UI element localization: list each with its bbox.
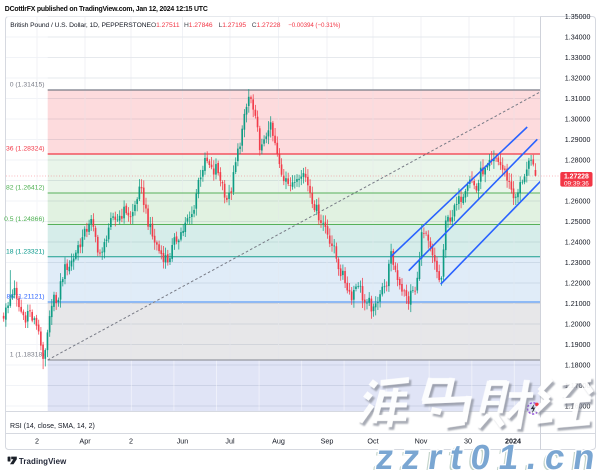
- svg-text:1.23000: 1.23000: [565, 259, 591, 267]
- svg-text:2024: 2024: [505, 437, 521, 446]
- svg-text:1.25000: 1.25000: [565, 218, 591, 226]
- svg-text:86 (1.21121): 86 (1.21121): [6, 294, 44, 301]
- svg-text:09:39:36: 09:39:36: [564, 180, 589, 187]
- svg-text:36 (1.28324): 36 (1.28324): [6, 146, 45, 153]
- svg-text:Jul: Jul: [225, 437, 235, 446]
- svg-text:1.22000: 1.22000: [565, 280, 591, 288]
- svg-text:Oct: Oct: [367, 437, 378, 446]
- svg-text:RSI (14, close, SMA, 14, 2): RSI (14, close, SMA, 14, 2): [10, 423, 95, 430]
- svg-text:H1.27846: H1.27846: [184, 22, 213, 29]
- svg-text:30: 30: [464, 437, 472, 446]
- svg-text:1.27228: 1.27228: [564, 173, 589, 180]
- svg-text:2: 2: [129, 437, 133, 446]
- svg-text:18 (1.23321): 18 (1.23321): [6, 248, 45, 255]
- svg-text:1.35000: 1.35000: [565, 13, 591, 21]
- svg-text:DCottlrFX published on Trading: DCottlrFX published on TradingView.com, …: [5, 6, 208, 13]
- svg-text:1.28000: 1.28000: [565, 157, 591, 165]
- svg-text:C1.27228: C1.27228: [252, 22, 281, 29]
- svg-text:O1.27511: O1.27511: [151, 22, 180, 29]
- svg-text:L1.27195: L1.27195: [219, 22, 247, 29]
- svg-text:0 (1.31415): 0 (1.31415): [10, 82, 45, 89]
- svg-text:zzrt01.cn: zzrt01.cn: [373, 438, 602, 470]
- svg-text:1.20000: 1.20000: [565, 321, 591, 329]
- svg-text:1.18000: 1.18000: [565, 362, 591, 370]
- svg-text:TradingView: TradingView: [19, 457, 67, 466]
- svg-text:Apr: Apr: [79, 437, 91, 446]
- svg-text:−0.00394 (−0.31%): −0.00394 (−0.31%): [288, 22, 340, 29]
- svg-text:Nov: Nov: [415, 437, 428, 446]
- svg-text:zzrt01.cn: zzrt01.cn: [371, 440, 602, 470]
- svg-text:1.19000: 1.19000: [565, 341, 591, 349]
- svg-text:Aug: Aug: [272, 437, 285, 446]
- svg-text:1.26000: 1.26000: [565, 198, 591, 206]
- svg-text:0.5 (1.24866): 0.5 (1.24866): [4, 216, 44, 223]
- svg-text:1.24000: 1.24000: [565, 239, 591, 247]
- svg-text:1 (1.18318): 1 (1.18318): [10, 352, 45, 359]
- svg-text:2: 2: [35, 437, 39, 446]
- svg-text:1.29000: 1.29000: [565, 136, 591, 144]
- svg-text:1.30000: 1.30000: [565, 116, 591, 124]
- svg-text:1.33000: 1.33000: [565, 54, 591, 62]
- svg-text:Jun: Jun: [177, 437, 189, 446]
- svg-text:1.31000: 1.31000: [565, 95, 591, 103]
- svg-text:1.17000: 1.17000: [565, 382, 591, 390]
- svg-text:Sep: Sep: [321, 437, 334, 446]
- svg-text:1.32000: 1.32000: [565, 75, 591, 83]
- svg-text:British Pound / U.S. Dollar, 1: British Pound / U.S. Dollar, 1D, PEPPERS…: [10, 22, 151, 29]
- svg-text:1.34000: 1.34000: [565, 34, 591, 42]
- svg-text:1.21000: 1.21000: [565, 300, 591, 308]
- svg-text:82 (1.26412): 82 (1.26412): [6, 185, 45, 192]
